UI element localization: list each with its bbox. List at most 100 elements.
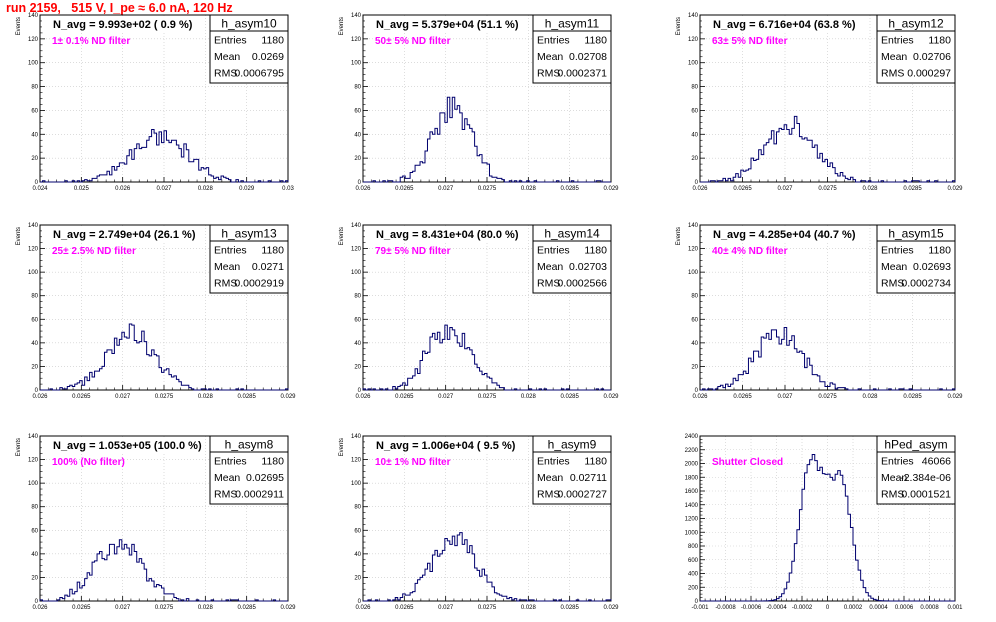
navg-box [702, 227, 843, 241]
y-tick-label: 20 [354, 575, 361, 581]
x-tick-label: 0.0275 [818, 394, 837, 400]
stats-entries-label: Entries [537, 245, 570, 257]
stats-entries-label: Entries [214, 456, 247, 468]
x-tick-label: 0.0285 [237, 394, 256, 400]
histogram-line [363, 96, 611, 183]
navg-label: N_avg = 6.716e+04 (63.8 %) [713, 19, 856, 31]
x-tick-label: 0.026 [355, 394, 371, 400]
x-tick-label: 0.026 [355, 186, 371, 192]
y-tick-label: 100 [351, 270, 362, 276]
histogram-line [39, 539, 288, 602]
histogram-line [40, 129, 289, 183]
y-tick-label: 100 [28, 481, 39, 487]
stats-rms-value: 0.0001521 [901, 489, 951, 501]
histogram-line [700, 115, 956, 183]
filter-annotation: 25± 2.5% ND filter [52, 246, 136, 257]
stats-rms-value: 0.0002919 [234, 278, 284, 290]
stats-entries-value: 1180 [261, 456, 284, 468]
y-tick-label: 100 [688, 61, 699, 67]
stats-title: h_asym13 [221, 227, 277, 241]
y-tick-label: 60 [691, 317, 698, 323]
y-tick-label: 60 [31, 317, 38, 323]
y-axis-title: Events [16, 227, 22, 245]
y-tick-label: 40 [354, 341, 361, 347]
y-tick-label: 40 [31, 552, 38, 558]
x-tick-label: 0.0265 [72, 605, 91, 611]
x-tick-label: -0.0006 [741, 605, 762, 611]
histogram-line [363, 532, 612, 602]
stats-title: h_asym10 [221, 17, 277, 31]
y-tick-label: 20 [354, 156, 361, 162]
stats-box-frame [209, 224, 289, 294]
y-tick-label: 200 [688, 585, 699, 591]
stats-title: h_asym9 [548, 438, 597, 452]
stats-entries-value: 1180 [584, 245, 607, 257]
y-tick-label: 120 [688, 247, 699, 253]
x-tick-label: 0.0275 [478, 186, 497, 192]
stats-rms-label: RMS [537, 68, 560, 80]
x-tick-label: 0.029 [603, 605, 619, 611]
filter-annotation: 1± 0.1% ND filter [52, 36, 130, 47]
x-tick-label: 0.028 [862, 186, 878, 192]
y-tick-label: 80 [31, 85, 38, 91]
stats-box: h_asym15 Entries 1180 Mean 0.02693 RMS0.00027… [876, 224, 956, 294]
histogram-line [700, 453, 955, 602]
x-tick-label: 0.027 [115, 394, 131, 400]
stats-rms-label: RMS [881, 278, 904, 290]
stats-rms-label: RMS [537, 489, 560, 501]
stats-mean-label: Mean [537, 51, 563, 63]
y-tick-label: 1800 [685, 475, 699, 481]
stats-mean-value: 0.02693 [913, 261, 951, 273]
x-tick-label: 0.0004 [869, 605, 888, 611]
stats-title: h_asym15 [888, 227, 944, 241]
x-tick-label: -0.0008 [715, 605, 736, 611]
stats-entries-value: 1180 [261, 245, 284, 257]
stats-rms-value: 0.000297 [907, 68, 951, 80]
x-tick-label: 0.0275 [478, 394, 497, 400]
y-tick-label: 120 [351, 458, 362, 464]
y-tick-label: 80 [31, 294, 38, 300]
y-tick-label: 800 [688, 544, 699, 550]
x-tick-label: 0.0265 [395, 394, 414, 400]
stats-mean-label: Mean [881, 261, 907, 273]
y-tick-label: 600 [688, 558, 699, 564]
x-tick-label: 0.026 [32, 605, 48, 611]
y-axis-title: Events [676, 227, 682, 245]
stats-entries-value: 1180 [584, 35, 607, 47]
x-tick-label: 0.0275 [155, 605, 174, 611]
y-axis-title: Events [16, 438, 22, 456]
stats-rms-value: 0.0002371 [557, 68, 607, 80]
y-tick-label: 100 [28, 61, 39, 67]
x-tick-label: 0.0008 [920, 605, 939, 611]
x-tick-label: 0.027 [438, 186, 454, 192]
stats-entries-value: 1180 [928, 245, 951, 257]
y-tick-label: 60 [354, 317, 361, 323]
y-tick-label: 140 [351, 434, 362, 440]
y-tick-label: 80 [354, 505, 361, 511]
stats-box: hPed_asym Entries 46066 Mean-2.384e-06 RMS0.… [876, 435, 956, 505]
y-tick-label: 60 [354, 108, 361, 114]
stats-box: h_asym9 Entries 1180 Mean 0.02711 RMS0.000272… [532, 435, 612, 505]
filter-annotation: Shutter Closed [712, 457, 783, 468]
histogram-line [40, 323, 289, 391]
y-tick-label: 100 [688, 270, 699, 276]
x-tick-label: 0.028 [521, 394, 537, 400]
filter-annotation: 40± 4% ND filter [712, 246, 788, 257]
y-tick-label: 80 [691, 294, 698, 300]
stats-entries-label: Entries [881, 245, 914, 257]
y-tick-label: 120 [28, 458, 39, 464]
y-tick-label: 80 [354, 85, 361, 91]
y-tick-label: 60 [31, 528, 38, 534]
x-tick-label: 0.0265 [395, 605, 414, 611]
stats-mean-label: Mean [537, 261, 563, 273]
x-tick-label: 0.029 [280, 605, 296, 611]
stats-rms-value: 0.0002727 [557, 489, 607, 501]
stats-mean-label: Mean [881, 472, 907, 484]
y-axis-title: Events [676, 17, 682, 35]
x-tick-label: 0.024 [32, 186, 48, 192]
y-tick-label: 20 [691, 156, 698, 162]
histogram-panel-h_asym14: 0.026 0.0265 0.027 0.0275 0.028 0.0285 0.029 0 2… [339, 223, 619, 400]
navg-box [42, 438, 179, 452]
y-tick-label: 140 [28, 434, 39, 440]
x-tick-label: 0.028 [521, 605, 537, 611]
